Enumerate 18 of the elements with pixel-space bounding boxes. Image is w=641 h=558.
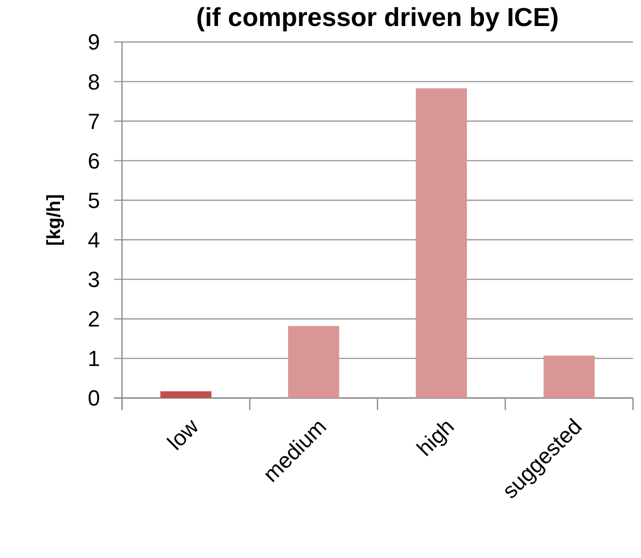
- bar: [544, 356, 595, 398]
- y-tick-label: 9: [88, 30, 100, 55]
- y-tick-label: 8: [88, 69, 100, 94]
- y-tick-label: 7: [88, 108, 100, 134]
- y-tick-label: 5: [88, 188, 100, 213]
- x-tick-label: high: [412, 414, 459, 461]
- y-tick-label: 2: [88, 306, 100, 332]
- y-tick-label: 1: [88, 346, 100, 372]
- y-tick-label: 3: [88, 267, 100, 292]
- x-tick-label: low: [162, 414, 204, 455]
- bar: [416, 88, 467, 398]
- y-tick-label: 6: [88, 148, 100, 174]
- y-tick-label: 0: [88, 386, 100, 411]
- bar: [160, 391, 212, 398]
- chart-title: (if compressor driven by ICE): [196, 2, 559, 32]
- y-axis-title: [kg/h]: [44, 194, 65, 246]
- y-tick-label: 4: [88, 227, 100, 252]
- bar: [288, 326, 340, 398]
